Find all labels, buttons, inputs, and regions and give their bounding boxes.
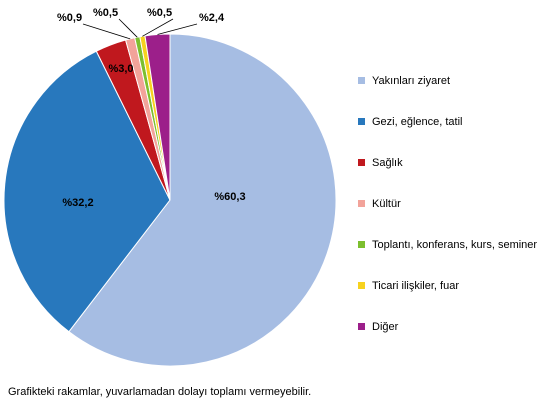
legend-swatch (358, 77, 365, 84)
legend-item: Gezi, eğlence, tatil (358, 101, 554, 142)
legend-item: Toplantı, konferans, kurs, seminer (358, 224, 554, 265)
legend-swatch (358, 241, 365, 248)
legend-swatch (358, 118, 365, 125)
pie-slice (3, 50, 171, 333)
legend-label: Kültür (372, 197, 401, 210)
legend-label: Toplantı, konferans, kurs, seminer (372, 238, 538, 251)
pie-slice (68, 33, 337, 367)
legend-label: Sağlık (372, 156, 403, 169)
slice-label: %60,3 (214, 191, 245, 203)
legend-item: Kültür (358, 183, 554, 224)
legend-swatch (358, 282, 365, 289)
legend-swatch (358, 159, 365, 166)
legend-item: Yakınları ziyaret (358, 60, 554, 101)
leader-line (157, 23, 198, 35)
legend-label: Yakınları ziyaret (372, 74, 451, 87)
slice-label: %0,5 (147, 7, 172, 19)
slice-label: %2,4 (199, 12, 225, 24)
legend-swatch (358, 323, 365, 330)
legend-item: Diğer (358, 306, 554, 347)
leader-line (82, 23, 131, 40)
legend-item: Ticari ilişkiler, fuar (358, 265, 554, 306)
legend-label: Ticari ilişkiler, fuar (372, 279, 459, 292)
chart-legend: Yakınları ziyaret Gezi, eğlence, tatil S… (358, 60, 554, 347)
legend-swatch (358, 200, 365, 207)
leader-line (142, 18, 174, 37)
slice-label: %0,9 (57, 12, 82, 24)
legend-label: Gezi, eğlence, tatil (372, 115, 463, 128)
legend-label: Diğer (372, 320, 399, 333)
pie-slice (144, 33, 171, 201)
slice-label: %32,2 (62, 197, 93, 209)
leader-line (118, 18, 138, 38)
chart-footnote: Grafikteki rakamlar, yuvarlamadan dolayı… (8, 386, 312, 398)
slice-label: %3,0 (108, 63, 133, 75)
slice-label: %0,5 (93, 7, 118, 19)
legend-item: Sağlık (358, 142, 554, 183)
